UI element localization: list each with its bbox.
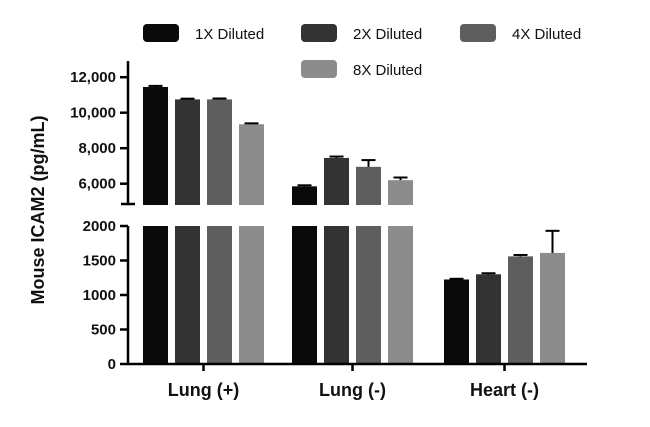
legend-label: 2X Diluted — [353, 26, 422, 43]
axes: 6,000 8,000 10,000 12,000 0 500 1000 1500 2000 Lu… — [70, 61, 587, 400]
y-tick-label: 1000 — [83, 287, 116, 304]
bar — [444, 279, 469, 364]
bar-upper — [292, 186, 317, 205]
y-tick-label: 10,000 — [70, 105, 116, 122]
legend-item: 2X Diluted — [301, 24, 422, 43]
legend-swatch — [143, 24, 179, 42]
bar — [540, 252, 565, 364]
legend-label: 8X Diluted — [353, 62, 422, 79]
legend-swatch — [460, 24, 496, 42]
bar-lower — [239, 226, 264, 364]
y-tick-label: 2000 — [83, 218, 116, 235]
legend-item: 4X Diluted — [460, 24, 581, 43]
legend: 1X Diluted 2X Diluted 4X Diluted 8X Diluted — [143, 24, 581, 79]
bar-upper — [175, 99, 200, 205]
y-axis-title: Mouse ICAM2 (pg/mL) — [28, 116, 48, 305]
error-bars — [148, 84, 560, 280]
bar-lower — [388, 226, 413, 364]
x-tick-label: Lung (-) — [319, 380, 386, 400]
bar-upper — [324, 157, 349, 205]
bar-lower — [356, 226, 381, 364]
bar-lower — [175, 226, 200, 364]
legend-item: 1X Diluted — [143, 24, 264, 43]
x-tick-label: Lung (+) — [168, 380, 239, 400]
bar-lower — [292, 226, 317, 364]
y-tick-label: 12,000 — [70, 69, 116, 86]
bar-lower — [143, 226, 168, 364]
bar-upper — [356, 166, 381, 205]
bars — [143, 86, 565, 364]
legend-swatch — [301, 60, 337, 78]
legend-label: 4X Diluted — [512, 26, 581, 43]
legend-swatch — [301, 24, 337, 42]
y-tick-label: 8,000 — [78, 140, 116, 157]
bar-lower — [324, 226, 349, 364]
y-tick-label: 500 — [91, 322, 116, 339]
bar-upper — [143, 86, 168, 205]
bar-lower — [207, 226, 232, 364]
x-tick-label: Heart (-) — [470, 380, 539, 400]
legend-item: 8X Diluted — [301, 60, 422, 79]
y-tick-label: 0 — [108, 356, 116, 373]
bar-upper — [239, 124, 264, 205]
y-tick-label: 1500 — [83, 253, 116, 270]
legend-label: 1X Diluted — [195, 26, 264, 43]
y-tick-label: 6,000 — [78, 176, 116, 193]
bar — [508, 256, 533, 364]
bar-upper — [207, 99, 232, 205]
bar — [476, 274, 501, 364]
bar-upper — [388, 180, 413, 205]
